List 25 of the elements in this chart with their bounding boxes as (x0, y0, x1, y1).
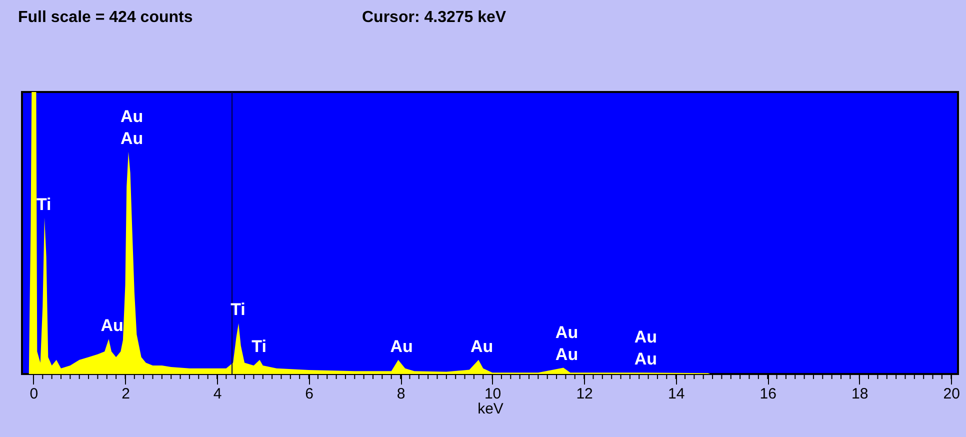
annotation: Au (555, 322, 578, 342)
x-tick-label: 0 (30, 386, 38, 402)
x-tick-label: 20 (943, 386, 960, 402)
x-axis-title: keV (478, 400, 504, 418)
annotation: Ti (252, 336, 266, 356)
annotation: Au (100, 316, 124, 336)
annotation: Au (120, 128, 144, 148)
annotation: Au (634, 350, 657, 369)
x-tick-label: 12 (576, 386, 593, 402)
x-tick-label: 18 (852, 386, 868, 402)
annotation: Au (555, 344, 578, 364)
text: Full scale = 424 counts (18, 9, 193, 26)
annotation: Au (120, 106, 144, 126)
x-tick-label: 14 (668, 386, 685, 402)
x-tick-label: 2 (122, 386, 130, 402)
annotation: Ti (36, 194, 52, 214)
x-tick-label: 4 (213, 386, 222, 402)
x-tick-label: 10 (484, 386, 502, 402)
x-tick-label: 8 (396, 386, 406, 402)
x-tick-label: 16 (760, 386, 776, 402)
x-tick-label: 6 (305, 386, 314, 402)
annotation: Au (390, 336, 413, 356)
text: Cursor: 4.3275 keV (362, 9, 506, 26)
annotation: Au (470, 336, 494, 356)
annotation: Au (634, 328, 657, 347)
